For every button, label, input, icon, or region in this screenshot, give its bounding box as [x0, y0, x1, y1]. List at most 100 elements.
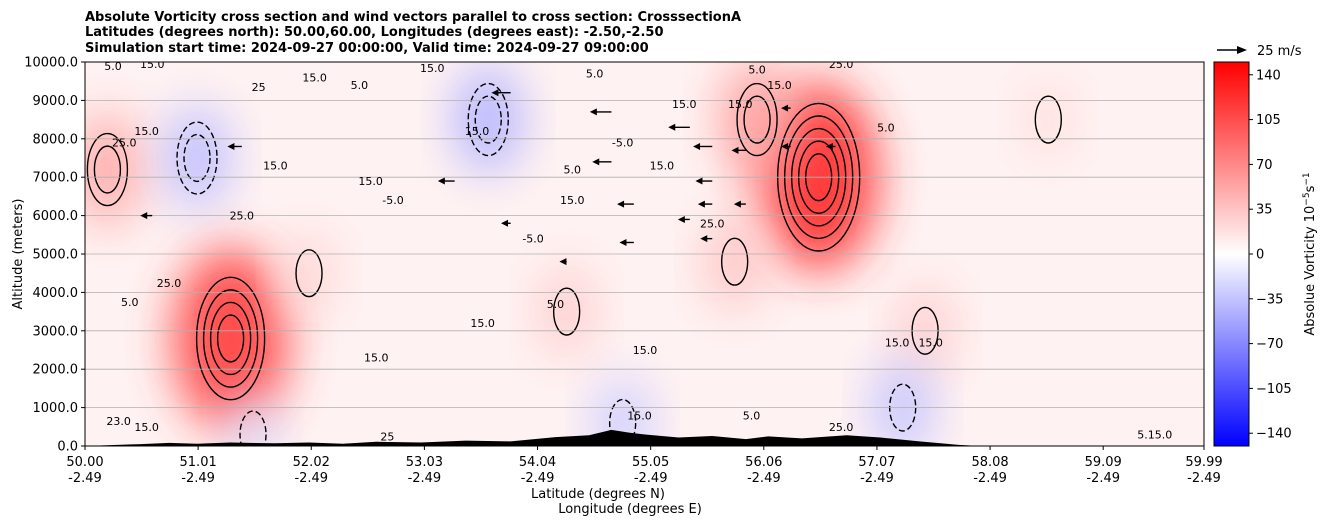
- contour-label-19: 5.0: [564, 164, 582, 177]
- x-tick-lat-8: 58.08: [971, 455, 1008, 470]
- contour-label-17: 5.0: [547, 298, 565, 311]
- y-tick-label-4: 4000.0: [33, 286, 79, 301]
- chart-title: Absolute Vorticity cross section and win…: [85, 10, 741, 56]
- wind-arrow-head: [695, 177, 703, 185]
- y-tick-label-6: 6000.0: [33, 209, 79, 224]
- contour-label-28: 25.0: [829, 58, 854, 71]
- wind-key: 25 m/s: [1217, 44, 1302, 59]
- contour-ring-11-1: [608, 398, 637, 446]
- vorticity-feature-5: [165, 106, 230, 210]
- contour-ring-6-1: [295, 249, 323, 298]
- x-tick-lat-1: 51.01: [180, 455, 217, 470]
- contour-label-18: -5.0: [612, 137, 633, 150]
- colorbar-tick-label-4: 0: [1256, 248, 1264, 263]
- wind-arrow-head: [668, 123, 676, 131]
- x-tick-lat-3: 53.03: [406, 455, 443, 470]
- wind-arrow-head: [617, 200, 625, 208]
- vorticity-feature-4: [454, 65, 522, 174]
- colorbar-ticks: 140 105 70 35 0 −35 −70 −105 −140: [1249, 68, 1292, 442]
- wind-arrow-3: [491, 89, 511, 97]
- x-tick-lon-6: -2.49: [747, 471, 781, 486]
- contour-label-2: 15.0: [134, 125, 159, 138]
- wind-arrow-head: [619, 238, 627, 246]
- x-tick-lon-7: -2.49: [860, 471, 894, 486]
- x-tick-lon-4: -2.49: [521, 471, 555, 486]
- title-line-3: Simulation start time: 2024-09-27 00:00:…: [85, 41, 649, 56]
- colorbar-tick-label-8: −140: [1256, 427, 1292, 442]
- contour-label-13: 25.0: [157, 277, 182, 290]
- contour-label-7: 5.0: [351, 79, 369, 92]
- wind-arrow-head: [437, 177, 445, 185]
- x-tick-lon-10: -2.49: [1187, 471, 1221, 486]
- y-tick-label-0: 0.0: [57, 440, 78, 455]
- wind-arrow-15: [677, 215, 690, 223]
- x-tick-lon-9: -2.49: [1086, 471, 1120, 486]
- wind-arrow-head: [733, 200, 741, 208]
- title-line-2: Latitudes (degrees north): 50.00,60.00, …: [85, 25, 664, 40]
- vorticity-feature-2: [174, 248, 288, 429]
- wind-arrow-2: [437, 177, 455, 185]
- wind-arrow-13: [731, 146, 746, 154]
- wind-arrow-head: [781, 104, 789, 112]
- colorbar: 140 105 70 35 0 −35 −70 −105 −140 Absolue Vortic…: [1213, 61, 1318, 447]
- colorbar-tick-label-5: −35: [1256, 292, 1283, 307]
- wind-arrow-10: [695, 177, 713, 185]
- colorbar-gradient: [1213, 61, 1250, 447]
- vorticity-feature-11: [594, 377, 652, 446]
- contour-ring-10-1: [1034, 95, 1063, 144]
- wind-arrow-6: [617, 200, 634, 208]
- wind-arrow-head: [589, 108, 597, 116]
- x-tick-lat-9: 59.09: [1085, 455, 1122, 470]
- x-axis-label-line-1: Latitude (degrees N): [531, 487, 665, 502]
- contour-label-14: 5.0: [121, 296, 139, 309]
- terrain-profile: [85, 429, 1204, 446]
- grid-lines: [85, 100, 1204, 409]
- contour-ring-3-1: [93, 145, 122, 194]
- colorbar-tick-label-2: 70: [1256, 158, 1273, 173]
- y-tick-label-9: 9000.0: [33, 94, 79, 109]
- wind-vectors: [140, 89, 836, 266]
- contour-label-36: 15.0: [918, 336, 943, 349]
- x-tick-lon-8: -2.49: [973, 471, 1007, 486]
- contour-ring-4-1: [474, 95, 502, 144]
- contour-labels: 5.0 15.015.025.02515.015.05.015.015.015.0…: [104, 58, 1172, 443]
- contour-label-6: 15.0: [302, 71, 327, 84]
- wind-arrow-head: [501, 219, 509, 227]
- vorticity-feature-3: [85, 112, 143, 227]
- wind-arrow-9: [693, 142, 713, 150]
- contour-label-37: 15.0: [134, 421, 159, 434]
- vorticity-feature-8: [704, 213, 765, 311]
- contour-label-29: 5.0: [877, 121, 895, 134]
- contour-ring-5-1: [183, 133, 211, 183]
- x-tick-lon-3: -2.49: [408, 471, 442, 486]
- contour-label-38: 23.0: [106, 415, 131, 428]
- x-tick-lon-1: -2.49: [181, 471, 215, 486]
- wind-arrow-head: [677, 215, 685, 223]
- wind-arrow-head: [700, 235, 708, 243]
- wind-arrow-12: [700, 235, 713, 243]
- contour-label-25: 15.0: [767, 79, 792, 92]
- contour-label-34: 25.0: [829, 421, 854, 434]
- contour-ring-7-1: [552, 287, 581, 336]
- x-tick-lat-2: 52.02: [293, 455, 330, 470]
- colorbar-tick-label-3: 35: [1256, 203, 1273, 218]
- contour-label-32: 5.0: [743, 409, 761, 422]
- wind-arrow-11: [697, 200, 713, 208]
- wind-key-arrow-head: [1237, 46, 1247, 54]
- contour-label-20: 15.0: [560, 194, 585, 207]
- wind-arrow-head: [140, 212, 148, 220]
- contour-label-5: 15.0: [263, 160, 288, 173]
- contour-ring-8-1: [720, 237, 749, 286]
- contour-ring-2-3: [202, 289, 259, 388]
- x-tick-lat-7: 57.07: [858, 455, 895, 470]
- wind-arrow-19: [559, 258, 567, 266]
- x-axis-label-line-2: Longitude (degrees E): [558, 502, 702, 517]
- title-line-1: Absolute Vorticity cross section and win…: [85, 10, 741, 25]
- contour-label-26: 15.0: [728, 98, 753, 111]
- x-axis: 50.00-2.4951.01-2.4952.02-2.4953.03-2.49…: [66, 446, 1223, 486]
- contour-ring-1-1: [743, 95, 771, 144]
- contour-label-11: -5.0: [382, 194, 403, 207]
- y-tick-label-5: 5000.0: [33, 248, 79, 263]
- vorticity-feature-1: [719, 62, 795, 180]
